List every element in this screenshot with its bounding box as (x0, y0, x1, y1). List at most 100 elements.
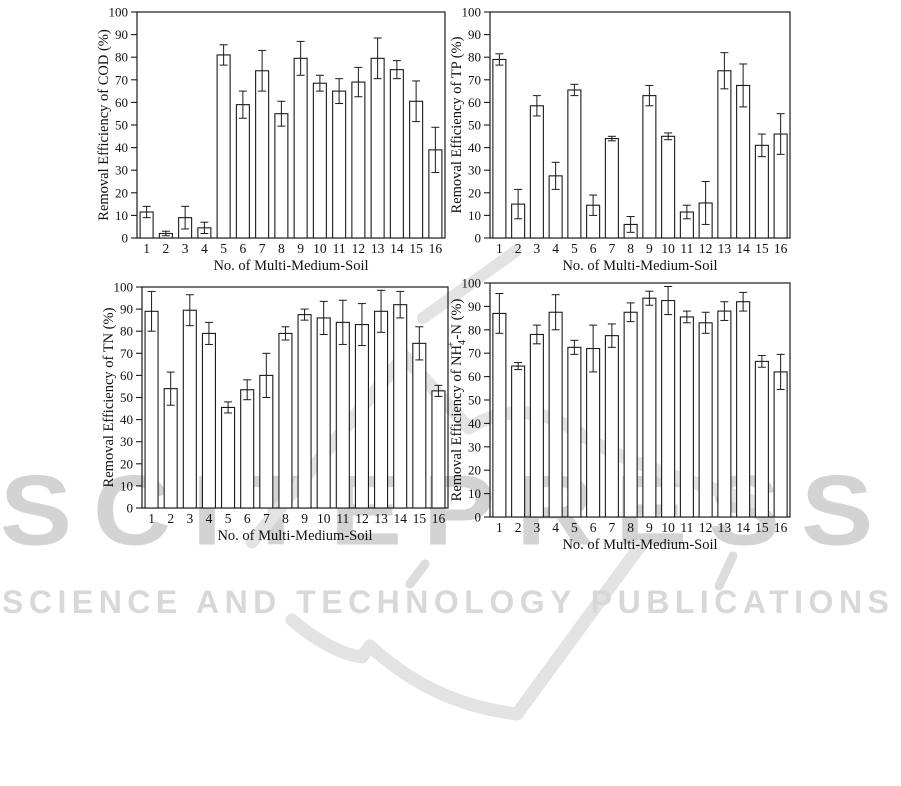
bar (351, 81, 366, 239)
bar (278, 332, 293, 509)
x-tick-label: 3 (534, 241, 541, 256)
x-tick-label: 14 (393, 511, 407, 526)
x-tick-label: 2 (515, 520, 522, 535)
y-tick-label: 30 (468, 439, 481, 454)
y-axis-title: Removal Efficiency of TP (%) (449, 36, 465, 213)
y-tick-label: 90 (468, 27, 481, 42)
bar (754, 360, 769, 518)
x-tick-label: 3 (534, 520, 541, 535)
x-tick-label: 14 (736, 241, 750, 256)
x-tick-label: 16 (774, 241, 788, 256)
y-tick-label: 100 (114, 280, 134, 295)
y-tick-label: 60 (120, 368, 133, 383)
x-tick-label: 7 (259, 241, 266, 256)
x-tick-label: 10 (661, 520, 675, 535)
bar (370, 57, 385, 239)
bar (604, 138, 619, 239)
x-tick-label: 12 (352, 241, 366, 256)
x-tick-label: 7 (609, 241, 616, 256)
x-tick-label: 2 (515, 241, 522, 256)
bar (492, 312, 507, 518)
bar (567, 89, 582, 239)
x-tick-label: 14 (736, 520, 750, 535)
bar (642, 95, 657, 239)
bar (567, 346, 582, 518)
x-tick-label: 5 (571, 520, 578, 535)
x-tick-label: 11 (333, 241, 346, 256)
x-tick-label: 4 (206, 511, 213, 526)
bar (182, 309, 197, 509)
y-tick-label: 0 (122, 231, 129, 246)
y-tick-label: 90 (120, 302, 133, 317)
y-tick-label: 50 (468, 118, 481, 133)
x-tick-label: 8 (282, 511, 289, 526)
x-tick-label: 13 (374, 511, 388, 526)
bar (312, 82, 327, 239)
x-axis-title: No. of Multi-Medium-Soil (562, 258, 717, 274)
x-tick-label: 8 (627, 241, 634, 256)
y-tick-label: 70 (115, 72, 128, 87)
swoosh-slash-right (714, 551, 738, 591)
x-tick-label: 15 (409, 241, 423, 256)
y-tick-label: 10 (468, 208, 481, 223)
bar (293, 57, 308, 239)
bar (332, 90, 347, 239)
y-tick-label: 50 (120, 390, 133, 405)
x-tick-label: 3 (182, 241, 189, 256)
x-tick-label: 13 (718, 241, 732, 256)
y-tick-label: 20 (468, 185, 481, 200)
x-tick-label: 1 (496, 241, 503, 256)
bar (679, 316, 694, 518)
y-tick-label: 80 (468, 322, 481, 337)
y-tick-label: 100 (462, 276, 482, 291)
bar (255, 70, 270, 239)
bar (221, 406, 236, 509)
bar (661, 135, 676, 239)
y-tick-label: 70 (468, 346, 481, 361)
x-tick-label: 13 (718, 520, 732, 535)
y-tick-label: 100 (109, 5, 129, 20)
y-tick-label: 90 (115, 27, 128, 42)
x-tick-label: 11 (680, 241, 693, 256)
bar (389, 69, 404, 239)
swoosh-upper-slash (417, 245, 522, 324)
y-tick-label: 80 (115, 50, 128, 65)
bar (754, 144, 769, 239)
y-tick-label: 20 (468, 463, 481, 478)
bar (529, 333, 544, 518)
y-tick-label: 20 (115, 185, 128, 200)
x-tick-label: 11 (680, 520, 693, 535)
bar (717, 310, 732, 518)
bar (511, 365, 526, 518)
bar (604, 335, 619, 518)
y-tick-label: 80 (120, 324, 133, 339)
x-tick-label: 10 (317, 511, 331, 526)
bar (773, 371, 788, 518)
bar (529, 105, 544, 239)
y-tick-label: 0 (127, 501, 134, 516)
x-tick-label: 6 (244, 511, 251, 526)
bar (274, 113, 289, 239)
bar (642, 297, 657, 518)
x-tick-label: 9 (301, 511, 308, 526)
bar (144, 310, 159, 509)
x-tick-label: 1 (143, 241, 150, 256)
bar (235, 104, 250, 239)
y-tick-label: 0 (475, 231, 482, 246)
x-tick-label: 8 (278, 241, 285, 256)
bar (216, 54, 231, 239)
x-tick-label: 10 (313, 241, 327, 256)
x-tick-label: 16 (774, 520, 788, 535)
x-tick-label: 9 (297, 241, 304, 256)
y-axis-title: Removal Efficiency of TN (%) (101, 307, 117, 487)
y-tick-label: 70 (120, 346, 133, 361)
y-tick-label: 30 (120, 434, 133, 449)
bar (374, 310, 389, 509)
y-tick-label: 30 (468, 163, 481, 178)
bar (661, 299, 676, 518)
x-tick-label: 1 (496, 520, 503, 535)
x-tick-label: 6 (590, 520, 597, 535)
